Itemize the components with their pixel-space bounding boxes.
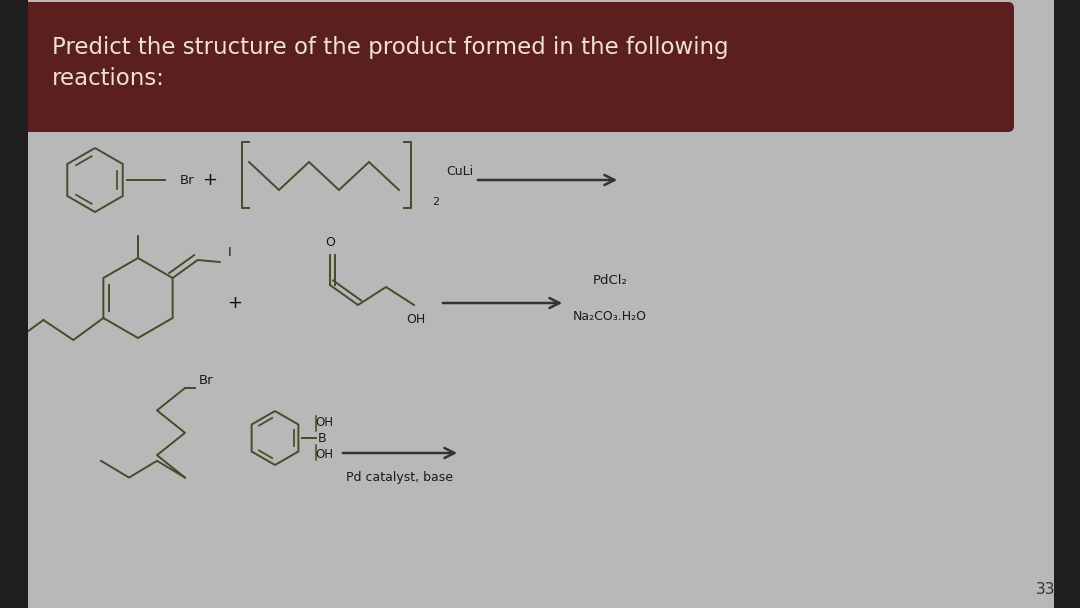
Text: 33: 33	[1036, 582, 1055, 598]
Text: B: B	[318, 432, 326, 444]
Text: Na₂CO₃.H₂O: Na₂CO₃.H₂O	[573, 309, 647, 322]
Text: PdCl₂: PdCl₂	[593, 274, 627, 288]
Text: Predict the structure of the product formed in the following
reactions:: Predict the structure of the product for…	[52, 36, 729, 90]
Text: +: +	[203, 171, 217, 189]
Text: Br: Br	[199, 375, 214, 387]
Bar	[0, 0, 28, 608]
Text: O: O	[325, 237, 335, 249]
Text: Br: Br	[179, 173, 194, 187]
Text: OH: OH	[406, 313, 426, 325]
FancyBboxPatch shape	[22, 2, 1014, 132]
Text: OH: OH	[315, 415, 333, 429]
Text: +: +	[228, 294, 243, 312]
Bar	[1054, 0, 1080, 608]
Text: OH: OH	[315, 447, 333, 460]
Text: 2: 2	[432, 197, 440, 207]
Text: CuLi: CuLi	[446, 165, 473, 179]
Text: Pd catalyst, base: Pd catalyst, base	[347, 471, 454, 485]
Text: I: I	[228, 246, 231, 260]
